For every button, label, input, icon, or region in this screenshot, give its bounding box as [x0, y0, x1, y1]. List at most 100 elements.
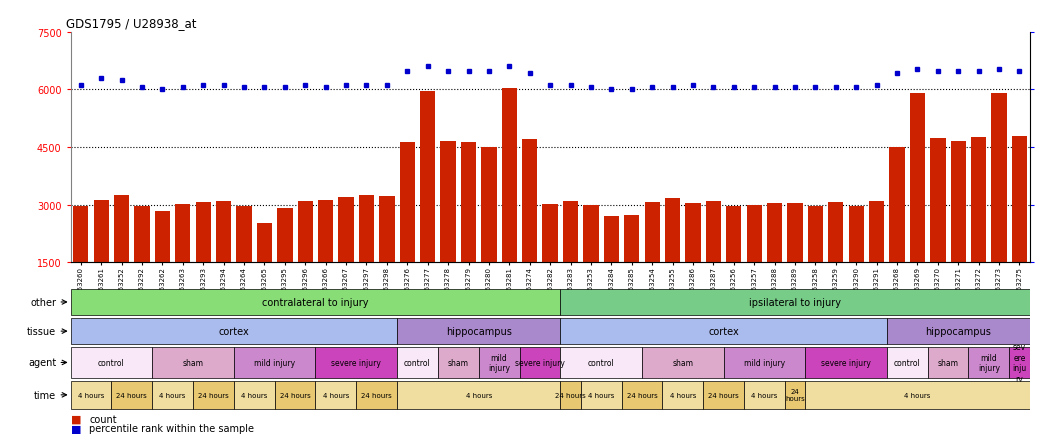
Bar — [318, 201, 333, 320]
Text: mild
injury: mild injury — [978, 353, 1000, 372]
Bar — [583, 205, 599, 320]
Bar — [563, 201, 578, 320]
Text: 24 hours: 24 hours — [555, 392, 585, 398]
Bar — [703, 381, 744, 409]
Text: ■: ■ — [71, 414, 81, 424]
Text: sham: sham — [937, 358, 958, 367]
Bar — [71, 381, 111, 409]
Bar — [685, 203, 701, 320]
Bar — [788, 203, 802, 320]
Bar — [153, 347, 234, 378]
Bar — [805, 347, 886, 378]
Text: time: time — [34, 390, 56, 400]
Text: severe injury: severe injury — [821, 358, 871, 367]
Text: 24
hours: 24 hours — [785, 388, 804, 401]
Bar — [744, 381, 785, 409]
Bar — [746, 205, 762, 320]
Bar — [662, 381, 703, 409]
Text: cortex: cortex — [218, 326, 249, 336]
Bar — [561, 381, 580, 409]
Bar — [543, 204, 557, 320]
Bar — [561, 289, 1030, 315]
Text: 4 hours: 4 hours — [752, 392, 777, 398]
Text: sham: sham — [447, 358, 469, 367]
Bar — [398, 381, 561, 409]
Bar — [706, 202, 721, 320]
Bar — [277, 208, 293, 320]
Bar — [951, 142, 966, 320]
Text: sham: sham — [183, 358, 203, 367]
Text: hippocampus: hippocampus — [925, 326, 991, 336]
Text: percentile rank within the sample: percentile rank within the sample — [89, 424, 254, 433]
Bar — [604, 217, 619, 320]
Bar — [216, 202, 231, 320]
Text: other: other — [30, 297, 56, 307]
Bar — [622, 381, 662, 409]
Text: 4 hours: 4 hours — [241, 392, 268, 398]
Text: 4 hours: 4 hours — [78, 392, 104, 398]
Text: agent: agent — [28, 358, 56, 368]
Bar — [991, 94, 1007, 320]
Bar — [869, 201, 884, 320]
Text: mild injury: mild injury — [744, 358, 785, 367]
Bar — [580, 381, 622, 409]
Bar — [805, 381, 1030, 409]
Text: 4 hours: 4 hours — [670, 392, 695, 398]
Bar — [785, 381, 805, 409]
Bar — [234, 381, 275, 409]
Bar — [909, 94, 925, 320]
Bar — [175, 205, 190, 320]
Bar — [155, 212, 170, 320]
Bar — [723, 347, 805, 378]
Bar — [440, 142, 456, 320]
Text: count: count — [89, 414, 117, 424]
Text: GDS1795 / U28938_at: GDS1795 / U28938_at — [65, 17, 196, 30]
Bar — [193, 381, 234, 409]
Bar — [971, 138, 986, 320]
Text: 24 hours: 24 hours — [627, 392, 657, 398]
Bar — [886, 347, 928, 378]
Bar — [482, 147, 496, 320]
Bar — [561, 347, 641, 378]
Text: control: control — [588, 358, 614, 367]
Bar — [298, 201, 312, 320]
Bar — [73, 207, 88, 320]
Bar — [808, 206, 823, 320]
Bar — [316, 347, 398, 378]
Bar — [359, 195, 374, 320]
Bar — [379, 196, 394, 320]
Text: contralateral to injury: contralateral to injury — [263, 297, 368, 307]
Bar — [928, 347, 968, 378]
Text: 24 hours: 24 hours — [361, 392, 392, 398]
Bar — [1012, 136, 1028, 320]
Text: severe injury: severe injury — [515, 358, 565, 367]
Bar — [727, 207, 741, 320]
Bar — [398, 319, 561, 344]
Bar — [256, 224, 272, 320]
Text: sev
ere
inju
ry: sev ere inju ry — [1012, 342, 1027, 383]
Text: control: control — [404, 358, 431, 367]
Bar — [930, 139, 946, 320]
Text: 24 hours: 24 hours — [116, 392, 147, 398]
Text: 4 hours: 4 hours — [588, 392, 614, 398]
Bar — [1009, 347, 1030, 378]
Text: control: control — [894, 358, 921, 367]
Bar — [890, 148, 905, 320]
Bar — [849, 206, 864, 320]
Text: control: control — [98, 358, 125, 367]
Text: 24 hours: 24 hours — [198, 392, 228, 398]
Text: sham: sham — [673, 358, 693, 367]
Text: severe injury: severe injury — [331, 358, 381, 367]
Bar — [968, 347, 1009, 378]
Text: 24 hours: 24 hours — [708, 392, 739, 398]
Bar — [828, 203, 844, 320]
Bar — [398, 347, 438, 378]
Bar — [522, 140, 538, 320]
Text: tissue: tissue — [27, 326, 56, 336]
Text: mild
injury: mild injury — [488, 353, 510, 372]
Bar — [356, 381, 398, 409]
Bar — [767, 204, 783, 320]
Text: hippocampus: hippocampus — [445, 326, 512, 336]
Bar — [195, 202, 211, 320]
Bar — [234, 347, 316, 378]
